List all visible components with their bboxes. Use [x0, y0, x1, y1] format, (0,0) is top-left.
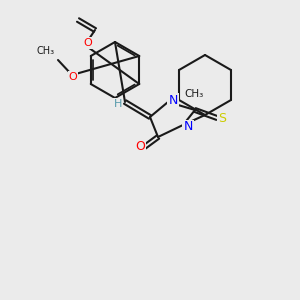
Text: O: O [84, 38, 92, 48]
Text: CH₃: CH₃ [184, 89, 203, 99]
Text: H: H [114, 99, 122, 109]
Text: S: S [218, 112, 226, 124]
Text: O: O [69, 72, 77, 82]
Text: O: O [135, 140, 145, 154]
Text: N: N [168, 94, 178, 106]
Text: CH₃: CH₃ [37, 46, 55, 56]
Text: N: N [183, 121, 193, 134]
